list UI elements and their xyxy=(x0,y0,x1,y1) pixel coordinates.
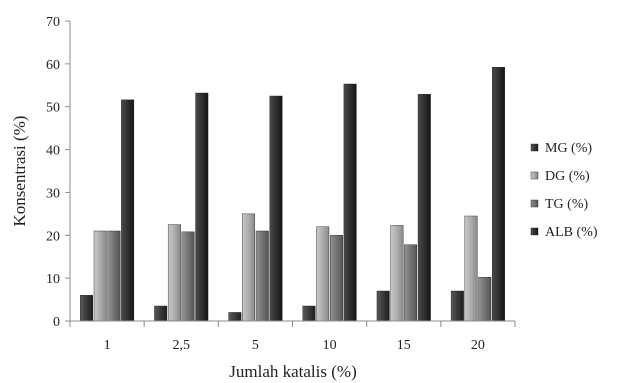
bar xyxy=(302,305,316,322)
y-tick-label: 50 xyxy=(46,101,60,116)
legend-swatch xyxy=(530,171,539,180)
x-axis: 1 2,5 5 10 15 20 xyxy=(69,320,516,353)
legend-swatch xyxy=(530,143,539,152)
y-tick-label: 40 xyxy=(46,144,60,159)
y-tick-label: 20 xyxy=(46,229,60,244)
legend-label: TG (%) xyxy=(545,197,588,212)
y-tick-label: 70 xyxy=(46,15,60,30)
bar xyxy=(80,295,93,322)
bar xyxy=(154,305,168,322)
bar xyxy=(255,230,269,322)
bar xyxy=(121,99,135,322)
bar xyxy=(167,224,181,322)
legend-label: MG (%) xyxy=(545,141,592,156)
y-tick-label: 30 xyxy=(46,186,60,201)
x-tick-label: 15 xyxy=(397,338,411,353)
bar xyxy=(464,215,478,322)
x-tick-label: 1 xyxy=(104,338,111,353)
legend-swatch xyxy=(530,199,539,208)
x-tick-label: 5 xyxy=(252,338,259,353)
bar xyxy=(417,94,431,322)
legend-label: ALB (%) xyxy=(545,225,598,240)
y-axis: 0 10 20 30 40 50 60 70 xyxy=(46,15,71,330)
bar xyxy=(181,231,195,322)
bar xyxy=(228,312,242,322)
bar xyxy=(329,235,343,322)
bar xyxy=(93,230,107,322)
bar xyxy=(316,226,330,322)
bar xyxy=(195,92,209,322)
y-tick-label: 0 xyxy=(53,315,60,330)
y-tick-label: 60 xyxy=(46,58,60,73)
x-tick-label: 10 xyxy=(323,338,337,353)
y-axis-title: Konsentrasi (%) xyxy=(10,116,29,227)
bar xyxy=(492,67,505,322)
bar xyxy=(269,95,283,322)
x-axis-title: Jumlah katalis (%) xyxy=(229,362,356,381)
bar xyxy=(450,290,464,322)
bar xyxy=(478,277,492,322)
legend: MG (%) DG (%) TG (%) ALB (%) xyxy=(530,141,598,240)
bar xyxy=(343,83,357,322)
x-tick-label: 20 xyxy=(471,338,485,353)
y-tick-label: 10 xyxy=(46,272,60,287)
bar xyxy=(242,213,256,322)
bar xyxy=(107,230,121,322)
legend-label: DG (%) xyxy=(545,169,590,184)
bar xyxy=(404,244,418,322)
x-tick-label: 2,5 xyxy=(173,338,191,353)
bar xyxy=(390,225,404,322)
plot-area xyxy=(80,67,505,322)
legend-swatch xyxy=(530,227,539,236)
bar xyxy=(376,290,390,322)
